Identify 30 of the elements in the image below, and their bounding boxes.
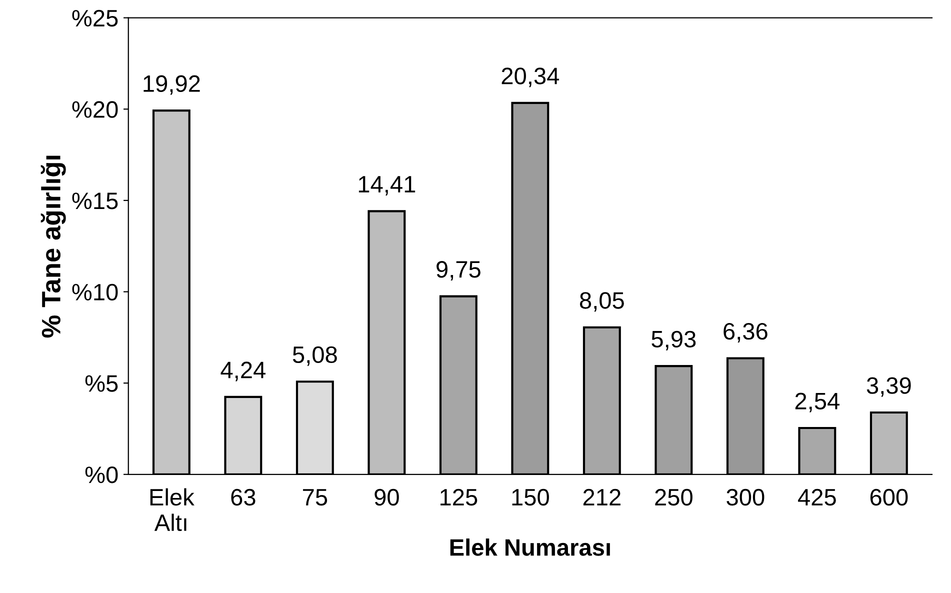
data-label: 9,75: [436, 261, 480, 281]
x-tick-label: 90: [374, 488, 399, 506]
x-tick-label: 125: [440, 488, 478, 506]
x-axis-title: Elek Numarası: [450, 538, 610, 556]
data-label: 3,39: [866, 377, 911, 397]
data-label: 20,34: [502, 68, 560, 88]
y-tick-label: %0: [85, 466, 118, 484]
y-tick-label: %10: [72, 284, 118, 301]
y-tick-label: %5: [85, 375, 118, 392]
data-label: 2,54: [795, 392, 840, 412]
data-label: 6,36: [724, 322, 768, 342]
y-axis-title: % Tane ağırlığı: [40, 156, 66, 338]
y-tick-label: %20: [72, 101, 118, 118]
x-tick-label: Elek Altı: [150, 488, 194, 532]
y-tick-label: %15: [72, 192, 118, 210]
data-label: 5,93: [652, 330, 696, 350]
x-tick-label: 425: [798, 488, 836, 506]
x-tick-label: 150: [512, 488, 549, 506]
data-label: 5,08: [292, 346, 337, 366]
data-label: 19,92: [144, 75, 200, 95]
x-tick-label: 300: [726, 488, 764, 506]
x-tick-label: 212: [583, 488, 620, 506]
data-label: 14,41: [358, 176, 416, 196]
x-tick-label: 600: [870, 488, 908, 506]
y-tick-label: %25: [72, 10, 118, 27]
x-tick-label: 63: [231, 488, 256, 506]
data-label: 4,24: [220, 362, 266, 382]
data-label: 8,05: [580, 292, 624, 312]
x-tick-label: 250: [655, 488, 692, 506]
x-tick-label: 75: [303, 489, 328, 506]
